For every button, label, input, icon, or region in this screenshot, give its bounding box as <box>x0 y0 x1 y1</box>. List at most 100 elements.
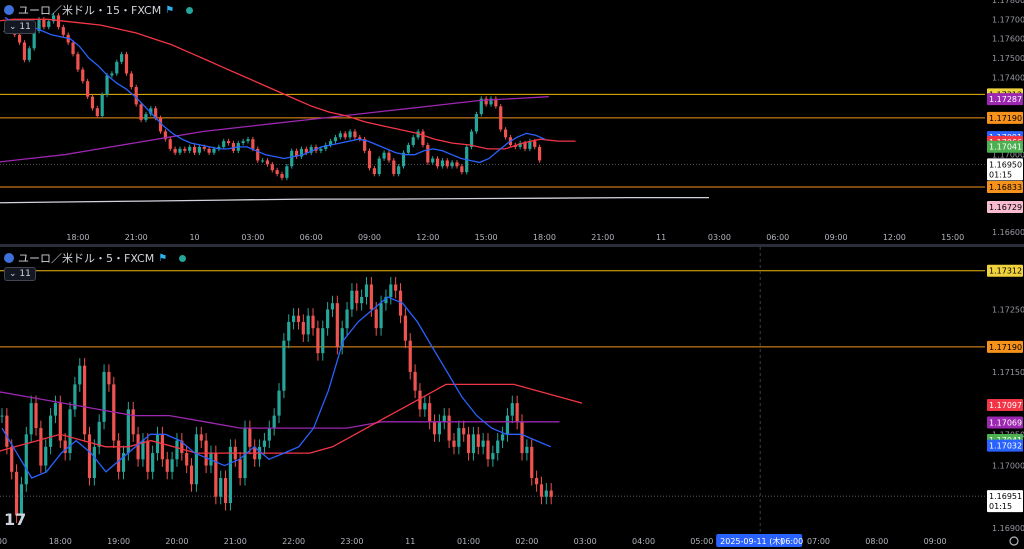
candle-body[interactable] <box>251 139 255 149</box>
candle-body[interactable] <box>295 150 299 157</box>
candle-body[interactable] <box>47 21 51 28</box>
candle-body[interactable] <box>81 69 85 82</box>
candle-body[interactable] <box>277 390 281 416</box>
candle-body[interactable] <box>335 303 339 347</box>
candle-body[interactable] <box>149 108 153 115</box>
candle-body[interactable] <box>124 54 129 74</box>
candle-body[interactable] <box>447 415 451 441</box>
candle-body[interactable] <box>219 478 223 497</box>
pane-5min-indicator-toggle[interactable]: ⌄ 11 <box>4 267 36 281</box>
candle-body[interactable] <box>319 148 323 151</box>
candle-body[interactable] <box>246 139 250 142</box>
candle-body[interactable] <box>76 54 80 70</box>
candle-body[interactable] <box>350 290 354 310</box>
candle-body[interactable] <box>267 428 271 441</box>
candle-body[interactable] <box>117 440 121 472</box>
candle-body[interactable] <box>212 148 216 153</box>
candle-body[interactable] <box>466 434 471 454</box>
candle-body[interactable] <box>296 315 301 322</box>
candle-body[interactable] <box>455 162 459 167</box>
candle-body[interactable] <box>139 104 143 120</box>
candle-body[interactable] <box>87 434 92 479</box>
candle-body[interactable] <box>22 42 27 60</box>
candle-body[interactable] <box>110 73 114 76</box>
candle-body[interactable] <box>126 409 130 454</box>
candle-body[interactable] <box>330 303 335 310</box>
candle-body[interactable] <box>494 98 498 107</box>
candle-body[interactable] <box>338 133 342 138</box>
candle-body[interactable] <box>10 446 14 472</box>
candle-body[interactable] <box>363 139 367 151</box>
candle-body[interactable] <box>256 148 260 161</box>
candle-body[interactable] <box>431 158 435 163</box>
candle-body[interactable] <box>372 168 376 174</box>
candle-body[interactable] <box>432 421 437 435</box>
candle-body[interactable] <box>37 19 41 31</box>
candle-body[interactable] <box>418 390 422 410</box>
candle-body[interactable] <box>102 371 106 422</box>
candle-body[interactable] <box>189 465 194 485</box>
candle-body[interactable] <box>197 146 201 153</box>
candle-body[interactable] <box>42 19 46 28</box>
candle-body[interactable] <box>491 453 495 460</box>
candle-body[interactable] <box>49 415 53 447</box>
candle-body[interactable] <box>71 42 75 55</box>
candle-body[interactable] <box>403 315 407 341</box>
candle-body[interactable] <box>231 143 236 151</box>
candle-body[interactable] <box>0 415 4 417</box>
candle-body[interactable] <box>131 409 135 435</box>
candle-body[interactable] <box>389 284 393 297</box>
candle-body[interactable] <box>326 309 330 329</box>
candle-body[interactable] <box>262 440 267 447</box>
candle-body[interactable] <box>151 453 155 472</box>
ema-line-red[interactable] <box>0 18 576 150</box>
candle-body[interactable] <box>528 141 532 149</box>
candle-body[interactable] <box>394 284 398 291</box>
ema-line-red[interactable] <box>0 383 583 454</box>
candle-body[interactable] <box>141 440 145 460</box>
candle-body[interactable] <box>503 129 508 138</box>
candle-body[interactable] <box>437 421 441 435</box>
candle-body[interactable] <box>217 146 221 149</box>
candle-body[interactable] <box>496 440 500 454</box>
candle-body[interactable] <box>44 446 48 466</box>
sma-line-blue[interactable] <box>4 16 546 164</box>
candle-body[interactable] <box>163 131 167 140</box>
candle-body[interactable] <box>154 108 158 118</box>
candle-body[interactable] <box>73 384 77 410</box>
candle-body[interactable] <box>408 340 412 372</box>
candle-body[interactable] <box>397 166 401 174</box>
candle-body[interactable] <box>202 146 206 149</box>
candle-body[interactable] <box>476 434 480 447</box>
candle-body[interactable] <box>17 34 22 43</box>
candle-body[interactable] <box>100 94 104 116</box>
candle-body[interactable] <box>450 162 454 167</box>
candle-body[interactable] <box>223 478 228 504</box>
candle-body[interactable] <box>345 309 349 329</box>
candle-body[interactable] <box>29 403 33 435</box>
candle-body[interactable] <box>61 27 65 35</box>
candle-body[interactable] <box>309 146 313 153</box>
candle-body[interactable] <box>280 174 284 178</box>
candle-body[interactable] <box>238 459 242 479</box>
candle-body[interactable] <box>120 54 124 62</box>
candle-body[interactable] <box>520 421 524 454</box>
candle-body[interactable] <box>282 340 286 391</box>
candle-body[interactable] <box>549 490 553 497</box>
candle-body[interactable] <box>379 303 383 329</box>
candle-body[interactable] <box>78 365 82 385</box>
pane-15min-header[interactable]: ユーロ／米ドル・15・FXCM ⚑ <box>4 2 194 18</box>
candle-body[interactable] <box>175 440 179 460</box>
candle-body[interactable] <box>260 160 265 162</box>
sma-line-blue[interactable] <box>1 296 552 479</box>
flag-icon[interactable]: ⚑ <box>158 252 168 264</box>
candle-body[interactable] <box>364 284 369 297</box>
candle-body[interactable] <box>27 48 31 60</box>
candle-body[interactable] <box>95 108 99 116</box>
candle-body[interactable] <box>170 459 174 472</box>
candle-body[interactable] <box>343 133 347 138</box>
candle-body[interactable] <box>129 73 133 87</box>
candle-body[interactable] <box>358 137 362 140</box>
candle-body[interactable] <box>272 415 276 429</box>
candle-body[interactable] <box>499 106 503 130</box>
